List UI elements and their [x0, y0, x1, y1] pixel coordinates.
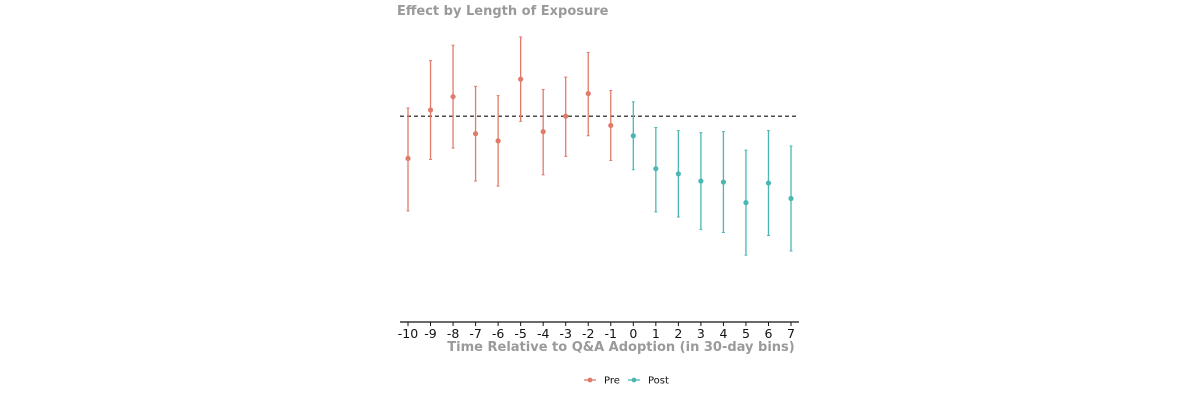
- x-tick-label: 7: [787, 326, 795, 341]
- x-tick-label: 3: [697, 326, 705, 341]
- legend-entry-label: Pre: [604, 376, 620, 387]
- data-point: [450, 94, 456, 100]
- x-tick-label: 6: [765, 326, 773, 341]
- data-point: [495, 138, 501, 144]
- data-point: [720, 179, 727, 185]
- data-point: [563, 113, 569, 119]
- data-point: [698, 178, 704, 184]
- x-tick-label: -10: [398, 326, 418, 341]
- x-tick-label: -3: [559, 326, 571, 341]
- legend-entry-label: Post: [648, 376, 669, 387]
- x-tick-label: -5: [514, 326, 526, 341]
- x-tick-label: -8: [447, 326, 460, 341]
- x-tick-label: 4: [719, 326, 727, 341]
- data-point: [405, 155, 411, 161]
- x-tick-label: 2: [674, 326, 682, 341]
- chart-title: Effect by Length of Exposure: [397, 4, 609, 19]
- x-tick-label: -6: [492, 326, 505, 341]
- x-tick-label: 1: [652, 326, 660, 341]
- legend: Pre Post: [584, 376, 669, 387]
- plot-area: -10 -9 -8 -7 -6 -5 -4 -3 -2 -1 0 1 2 3 4 5 6 7: [398, 36, 799, 341]
- data-point: [427, 107, 434, 113]
- x-tick-label: -9: [424, 326, 437, 341]
- data-point: [653, 166, 659, 172]
- x-tick-label: -2: [582, 326, 594, 341]
- x-axis-label: Time Relative to Q&A Adoption (in 30-day…: [447, 340, 794, 355]
- legend-key-point: [631, 377, 637, 383]
- data-point: [540, 129, 546, 135]
- data-point: [788, 195, 794, 202]
- data-point: [518, 76, 524, 82]
- x-tick-label: -4: [537, 326, 550, 341]
- data-point: [765, 180, 772, 186]
- x-tick-label: -1: [605, 326, 617, 341]
- data-point: [630, 133, 636, 139]
- data-point: [472, 131, 479, 137]
- x-tick-label: 0: [629, 326, 637, 341]
- legend-key-point: [587, 377, 593, 383]
- x-tick-label: -7: [469, 326, 481, 341]
- data-point: [608, 122, 614, 129]
- data-point: [585, 90, 591, 97]
- data-point: [743, 200, 749, 206]
- data-point: [675, 171, 681, 177]
- x-tick-label: 5: [742, 326, 750, 341]
